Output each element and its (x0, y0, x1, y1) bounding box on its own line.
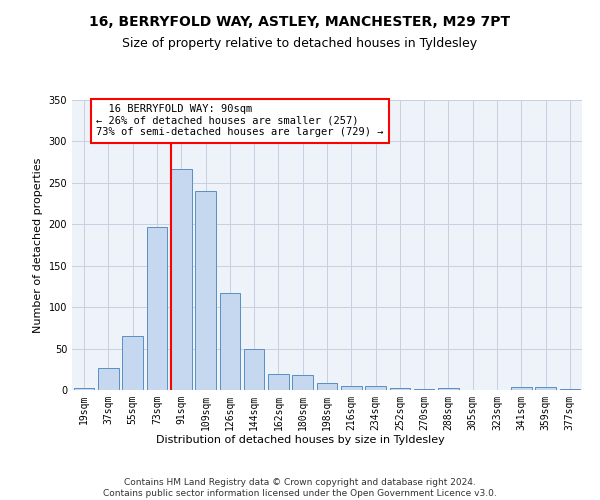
Bar (341, 386, 362, 390)
Text: Size of property relative to detached houses in Tyldesley: Size of property relative to detached ho… (122, 38, 478, 51)
Bar (560, 389, 580, 390)
Y-axis label: Number of detached properties: Number of detached properties (33, 158, 43, 332)
Text: 16, BERRYFOLD WAY, ASTLEY, MANCHESTER, M29 7PT: 16, BERRYFOLD WAY, ASTLEY, MANCHESTER, M… (89, 15, 511, 29)
Bar (146, 227, 167, 390)
Text: Distribution of detached houses by size in Tyldesley: Distribution of detached houses by size … (155, 435, 445, 445)
Text: 16 BERRYFOLD WAY: 90sqm
← 26% of detached houses are smaller (257)
73% of semi-d: 16 BERRYFOLD WAY: 90sqm ← 26% of detache… (96, 104, 384, 138)
Bar (220, 293, 240, 390)
Bar (535, 386, 556, 390)
Bar (268, 374, 289, 390)
Bar (438, 388, 459, 390)
Bar (292, 375, 313, 390)
Bar (389, 388, 410, 390)
Bar (244, 348, 265, 390)
Bar (122, 336, 143, 390)
Text: Contains HM Land Registry data © Crown copyright and database right 2024.
Contai: Contains HM Land Registry data © Crown c… (103, 478, 497, 498)
Bar (365, 386, 386, 390)
Bar (195, 191, 216, 390)
Bar (414, 389, 434, 390)
Bar (511, 386, 532, 390)
Bar (317, 382, 337, 390)
Bar (74, 388, 94, 390)
Bar (171, 169, 191, 390)
Bar (98, 368, 119, 390)
